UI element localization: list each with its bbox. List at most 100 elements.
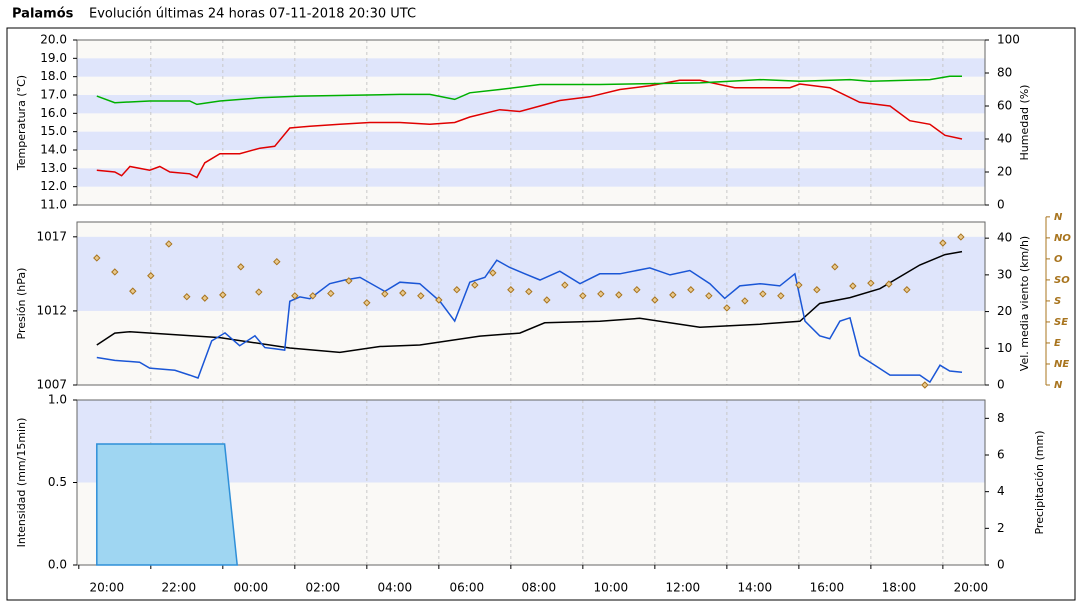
- x-tick-label: 04:00: [378, 581, 413, 595]
- direction-marker: [363, 299, 371, 307]
- y3-tick-label: S: [1054, 296, 1061, 307]
- y2-tick-label: 20: [997, 304, 1012, 318]
- direction-marker: [543, 296, 551, 304]
- y2-tick-label: 40: [997, 132, 1012, 146]
- direction-marker: [489, 269, 497, 277]
- x-tick-label: 06:00: [450, 581, 485, 595]
- x-tick-label: 02:00: [306, 581, 341, 595]
- y2-axis-label: Precipitación (mm): [1033, 430, 1046, 534]
- y2-tick-label: 0: [997, 378, 1005, 392]
- direction-marker: [579, 292, 587, 300]
- direction-marker: [867, 279, 875, 287]
- y3-tick-label: E: [1054, 338, 1061, 349]
- y-tick-label: 13.0: [40, 161, 67, 175]
- y-tick-label: 1007: [36, 378, 67, 392]
- area: [96, 443, 239, 566]
- direction-marker: [525, 287, 533, 296]
- y2-axis-label: Vel. media viento (km/h): [1018, 236, 1031, 371]
- direction-marker: [291, 292, 299, 300]
- y-tick-label: 1.0: [48, 393, 67, 407]
- direction-marker: [327, 289, 335, 298]
- y2-tick-label: 8: [997, 411, 1005, 425]
- x-tick-label: 10:00: [594, 581, 629, 595]
- y-tick-label: 18.0: [40, 69, 67, 83]
- direction-marker: [759, 290, 767, 298]
- y3-tick-label: N: [1054, 212, 1063, 223]
- y2-tick-label: 0: [997, 198, 1005, 212]
- y-tick-label: 14.0: [40, 143, 67, 157]
- direction-marker: [453, 286, 461, 294]
- y3-tick-label: N: [1054, 380, 1063, 391]
- direction-marker: [633, 286, 641, 294]
- direction-marker: [849, 282, 857, 290]
- y-tick-label: 17.0: [40, 88, 67, 102]
- y2-tick-label: 10: [997, 341, 1012, 355]
- band: [77, 95, 985, 114]
- direction-marker: [921, 381, 929, 389]
- x-tick-label: 20:00: [90, 581, 125, 595]
- direction-marker: [813, 286, 821, 294]
- direction-marker: [705, 292, 713, 300]
- direction-marker: [561, 281, 569, 289]
- y-tick-label: 16.0: [40, 106, 67, 120]
- band: [77, 236, 985, 311]
- direction-marker: [687, 286, 695, 294]
- y2-tick-label: 2: [997, 521, 1005, 535]
- x-tick-label: 22:00: [162, 581, 197, 595]
- y2-tick-label: 80: [997, 66, 1012, 80]
- line: [96, 79, 963, 179]
- y2-tick-label: 60: [997, 99, 1012, 113]
- x-tick-label: 20:00: [954, 581, 989, 595]
- direction-marker: [147, 272, 155, 280]
- direction-marker: [723, 304, 731, 312]
- direction-marker: [471, 281, 479, 289]
- direction-marker: [831, 263, 839, 271]
- y2-tick-label: 0: [997, 558, 1005, 572]
- direction-marker: [939, 239, 947, 247]
- y-axis-label: Intensidad (mm/15min): [15, 418, 28, 548]
- x-tick-label: 16:00: [810, 581, 845, 595]
- direction-marker: [345, 277, 353, 285]
- y-axis-label: Presión (hPa): [15, 268, 28, 340]
- direction-marker: [615, 291, 623, 299]
- direction-marker: [777, 292, 785, 300]
- band: [77, 168, 985, 187]
- y3-tick-label: SE: [1054, 317, 1068, 328]
- direction-marker: [399, 289, 407, 297]
- y2-tick-label: 6: [997, 448, 1005, 462]
- panel-border: [76, 221, 986, 386]
- direction-marker: [741, 297, 749, 305]
- y3-tick-label: SO: [1054, 275, 1070, 286]
- panel-border: [76, 39, 986, 206]
- band: [77, 131, 985, 150]
- direction-marker: [669, 291, 677, 299]
- direction-marker: [435, 296, 443, 304]
- direction-marker: [129, 287, 137, 295]
- frame: [6, 27, 1076, 601]
- y-axis-label: Temperatura (°C): [15, 75, 28, 171]
- y-tick-label: 11.0: [40, 198, 67, 212]
- y-tick-label: 19.0: [40, 51, 67, 65]
- y-tick-label: 0.5: [48, 475, 67, 489]
- y3-tick-label: NE: [1054, 359, 1069, 370]
- direction-marker: [651, 296, 659, 304]
- line: [96, 75, 962, 106]
- direction-marker: [93, 254, 101, 262]
- x-tick-label: 00:00: [234, 581, 269, 595]
- y-tick-label: 15.0: [40, 124, 67, 138]
- y3-tick-label: NO: [1054, 233, 1071, 244]
- direction-marker: [309, 292, 317, 300]
- direction-marker: [183, 293, 191, 301]
- band: [77, 58, 985, 77]
- direction-marker: [111, 268, 119, 276]
- direction-marker: [381, 290, 389, 298]
- y2-tick-label: 100: [997, 33, 1020, 47]
- y2-tick-label: 40: [997, 231, 1012, 245]
- direction-marker: [237, 263, 245, 271]
- line: [96, 259, 963, 384]
- direction-marker: [255, 288, 263, 296]
- y-tick-label: 0.0: [48, 558, 67, 572]
- direction-marker: [165, 240, 173, 248]
- y3-tick-label: O: [1054, 254, 1063, 265]
